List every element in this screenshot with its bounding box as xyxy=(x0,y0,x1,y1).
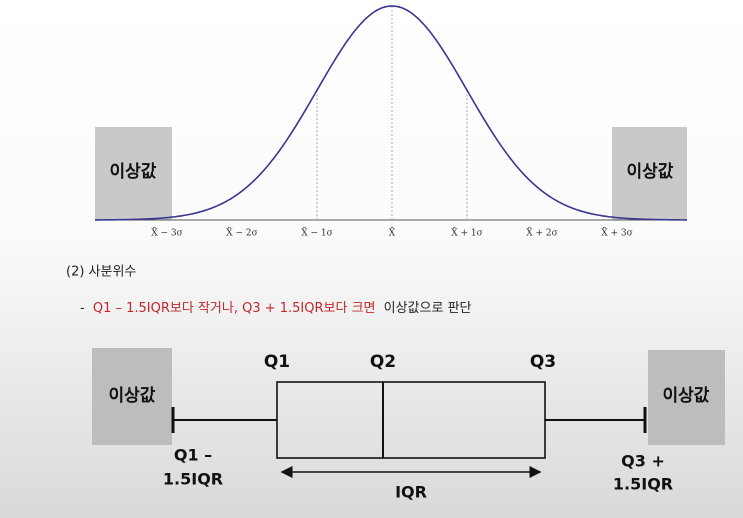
axis-label: X̄ + 2σ xyxy=(526,227,558,239)
outlier-label: 이상값 xyxy=(663,386,710,406)
outlier-label: 이상값 xyxy=(627,162,674,182)
axis-label: X̄ − 3σ xyxy=(151,227,183,239)
fence-label: 1.5IQR xyxy=(163,470,223,489)
rule-prefix: - xyxy=(80,301,85,316)
outlier-zone xyxy=(92,348,172,445)
outlier-zone xyxy=(648,350,725,445)
box xyxy=(276,381,546,459)
axis-label: X̄ + 1σ xyxy=(451,227,483,239)
quartile-label: Q2 xyxy=(370,352,396,372)
section-heading: (2) 사분위수 xyxy=(66,265,136,280)
axis-label: X̄ xyxy=(389,227,396,239)
normal-curve xyxy=(94,5,688,221)
axis-label: X̄ − 1σ xyxy=(301,227,333,239)
outlier-label: 이상값 xyxy=(109,386,156,406)
axis-label: X̄ − 2σ xyxy=(226,227,258,239)
fence-label: Q1 – xyxy=(174,446,212,465)
rule-conclusion: 이상값으로 판단 xyxy=(384,301,472,316)
outlier-zone xyxy=(95,127,172,220)
rule-text: - Q1 – 1.5IQR보다 작거나, Q3 + 1.5IQR보다 크면 이상… xyxy=(80,301,472,316)
outlier-zone xyxy=(612,127,687,220)
fence-label: 1.5IQR xyxy=(613,475,673,494)
iqr-label: IQR xyxy=(395,483,427,502)
outlier-label: 이상값 xyxy=(110,162,157,182)
axis-label: X̄ + 3σ xyxy=(601,227,633,239)
rule-condition: Q1 – 1.5IQR보다 작거나, Q3 + 1.5IQR보다 크면 xyxy=(93,301,376,316)
fence-label: Q3 + xyxy=(621,452,665,471)
quartile-label: Q3 xyxy=(530,352,556,372)
quartile-label: Q1 xyxy=(264,352,290,372)
